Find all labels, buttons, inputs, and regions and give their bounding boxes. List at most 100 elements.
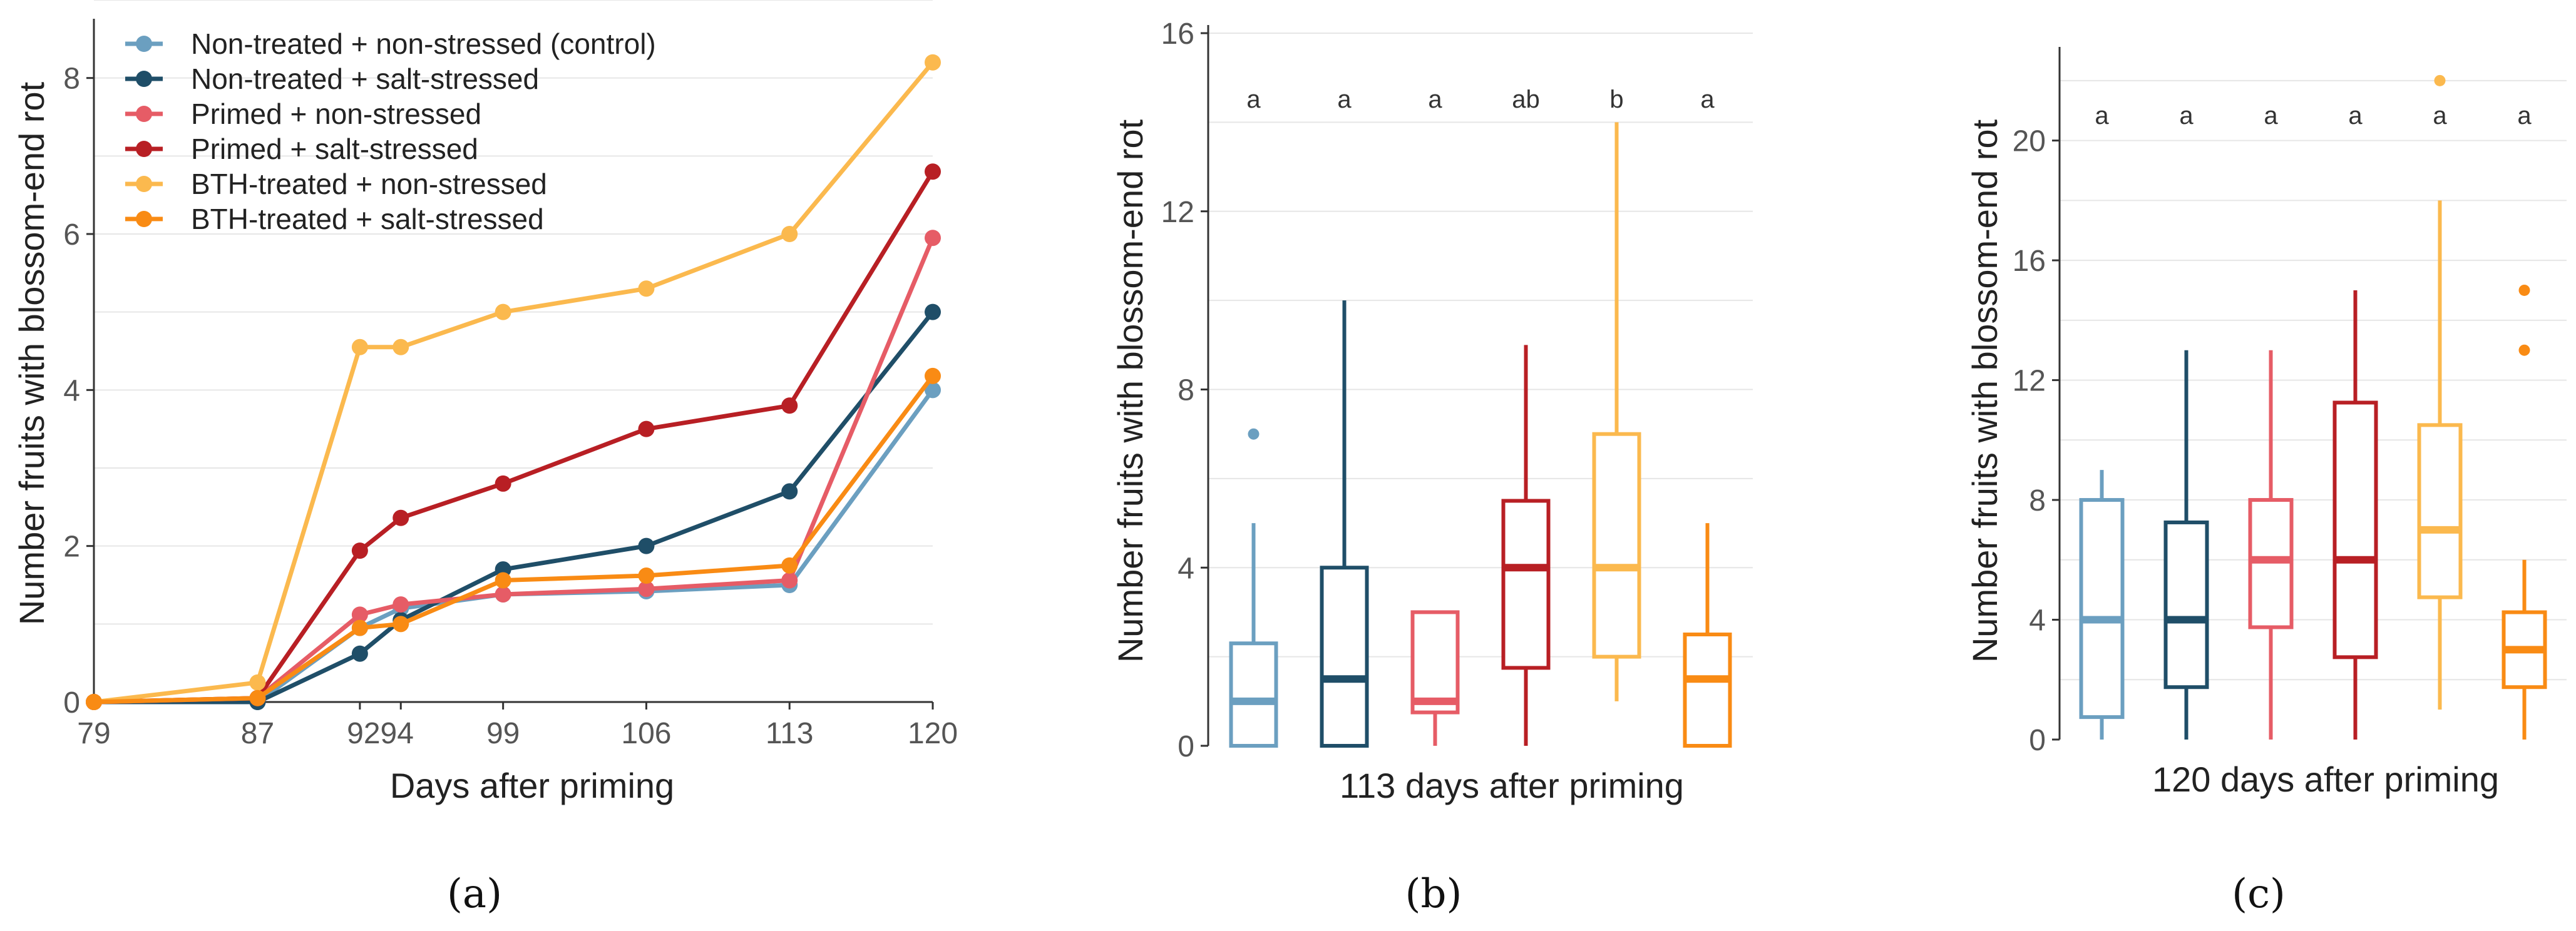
data-point [925, 303, 941, 320]
data-point [638, 581, 655, 598]
outlier-point [2434, 74, 2446, 86]
data-point [393, 616, 409, 633]
series-line [93, 374, 935, 705]
x-tick-label: 99 [486, 717, 520, 750]
data-point [638, 280, 655, 297]
x-tick-label: 9294 [347, 717, 414, 750]
y-tick-label: 2 [63, 531, 80, 564]
y-tick-label: 16 [1161, 18, 1194, 51]
y-tick-label: 20 [2013, 125, 2046, 158]
data-point [925, 382, 941, 399]
y-tick-label: 0 [63, 686, 80, 720]
panel-label: (b) [1405, 871, 1462, 917]
box [2079, 498, 2125, 720]
legend-swatch-marker [136, 36, 152, 52]
data-point [86, 694, 102, 710]
data-point [495, 475, 511, 492]
panel-label: (a) [447, 871, 502, 917]
legend-label: Non-treated + non-stressed (control) [191, 28, 656, 60]
data-point [351, 645, 368, 662]
data-point [393, 338, 409, 355]
y-tick-label: 0 [2029, 724, 2046, 757]
data-point [638, 420, 655, 437]
y-axis-label: Number fruits with blossom-end rot [1965, 119, 2004, 663]
box [1229, 641, 1278, 748]
box [2332, 400, 2378, 659]
legend-label: Non-treated + salt-stressed [191, 63, 539, 95]
data-point [249, 674, 266, 691]
x-tick-label: 120 [908, 717, 958, 750]
significance-letter: b [1609, 86, 1623, 113]
significance-letter: a [2517, 102, 2532, 130]
legend-label: BTH-treated + non-stressed [191, 168, 547, 200]
y-tick-label: 8 [63, 63, 80, 96]
y-tick-label: 16 [2013, 245, 2046, 278]
x-tick-label: 79 [77, 717, 110, 750]
data-point [393, 596, 409, 613]
box [1683, 633, 1732, 748]
data-point [638, 567, 655, 584]
series-line [93, 170, 935, 705]
x-tick-label: 113 [766, 717, 814, 750]
legend-swatch-marker [136, 141, 152, 157]
y-tick-label: 4 [2029, 604, 2046, 638]
significance-letter: a [2433, 102, 2447, 130]
y-tick-label: 4 [1178, 552, 1194, 585]
data-point [781, 557, 798, 574]
data-point [351, 542, 368, 559]
data-point [351, 606, 368, 623]
data-point [781, 397, 798, 414]
x-axis-label: 120 days after priming [2152, 760, 2499, 799]
y-axis-label: Number fruits with blossom-end rot [12, 81, 51, 625]
outlier-point [2518, 284, 2530, 296]
box [2163, 520, 2209, 689]
data-point [495, 586, 511, 603]
legend-swatch-marker [136, 71, 152, 87]
data-point [925, 54, 941, 71]
legend-label: Primed + salt-stressed [191, 133, 478, 165]
box [1592, 432, 1641, 659]
box [2417, 423, 2463, 599]
box [1501, 499, 1551, 670]
data-point [351, 338, 368, 355]
significance-letter: a [2264, 102, 2278, 130]
series-line [93, 61, 935, 705]
data-point [393, 509, 409, 526]
data-point [925, 163, 941, 180]
box [1410, 610, 1460, 715]
panel-b: 0 4 8 12 16 a a a ab b a 113 days after priming Numb… [1111, 18, 1753, 917]
y-tick-label: 6 [63, 218, 80, 252]
y-tick-label: 12 [1161, 196, 1194, 229]
series-line [94, 310, 935, 705]
significance-letter: a [2179, 102, 2194, 130]
legend-swatch-marker [136, 176, 152, 192]
panel-a: 0 2 4 6 8 79 87 9294 99 106 113 120 Days after primi… [12, 0, 958, 917]
outlier-point [2518, 344, 2530, 356]
data-point [495, 572, 511, 589]
significance-letter: ab [1512, 86, 1540, 113]
x-tick-label: 87 [241, 717, 274, 750]
legend-label: Primed + non-stressed [191, 98, 481, 130]
significance-letter: a [1428, 86, 1442, 113]
y-tick-label: 0 [1178, 730, 1194, 763]
y-axis-label: Number fruits with blossom-end rot [1111, 119, 1150, 663]
data-point [495, 303, 511, 320]
x-axis-label: 113 days after priming [1340, 766, 1684, 805]
legend-swatch-marker [136, 211, 152, 227]
data-point [781, 226, 798, 242]
outlier-point [1248, 428, 1260, 440]
y-tick-label: 12 [2013, 365, 2046, 398]
data-point [781, 572, 798, 589]
significance-letter: a [1337, 86, 1352, 113]
y-tick-label: 4 [63, 374, 80, 407]
y-tick-label: 8 [2029, 484, 2046, 517]
legend-swatch-marker [136, 106, 152, 122]
significance-letter: a [1246, 86, 1261, 113]
data-point [638, 537, 655, 554]
panel-label: (c) [2232, 871, 2286, 917]
data-point [781, 483, 798, 500]
legend-label: BTH-treated + salt-stressed [191, 203, 544, 235]
data-point [351, 619, 368, 636]
significance-letter: a [1700, 86, 1715, 113]
